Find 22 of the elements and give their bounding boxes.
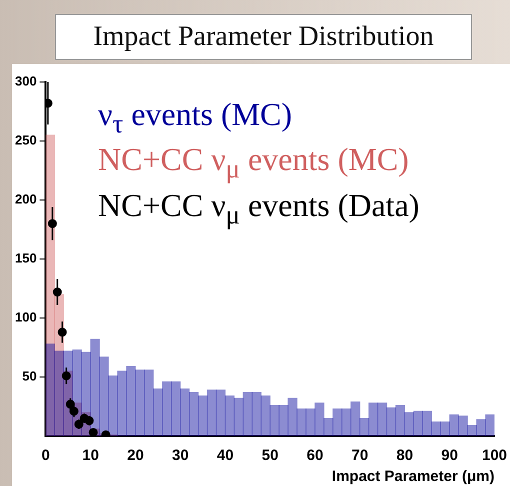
x-tick-label: 90 [441,447,458,464]
x-tick-label: 40 [216,447,234,464]
x-axis-title: Impact Parameter (μm) [332,468,494,486]
y-tick-label: 300 [14,74,37,89]
x-tick-label: 20 [127,447,144,464]
y-tick-label: 50 [22,368,37,384]
x-tick-label: 0 [42,447,50,464]
chart-title: Impact Parameter Distribution [55,14,472,60]
y-tick-label: 100 [14,310,37,325]
x-tick-label: 60 [306,447,324,464]
x-tick-label: 70 [352,447,368,464]
series-label: NC+CC ν$_{μ}$ events (MC) [98,141,410,186]
y-tick-label: 250 [14,132,37,148]
x-tick-label: 50 [262,447,278,464]
text: ν$_{τ}$ events (MC) [98,96,294,140]
x-tick-label: 30 [172,447,189,464]
y-tick-label: 200 [14,192,37,207]
x-tick-label: 100 [482,447,507,464]
y-tick-label: 150 [14,250,37,266]
x-tick-label: 10 [82,447,99,464]
series-label: NC+CC ν$_{μ}$ events (Data) [98,186,420,232]
x-tick-label: 80 [396,447,414,464]
